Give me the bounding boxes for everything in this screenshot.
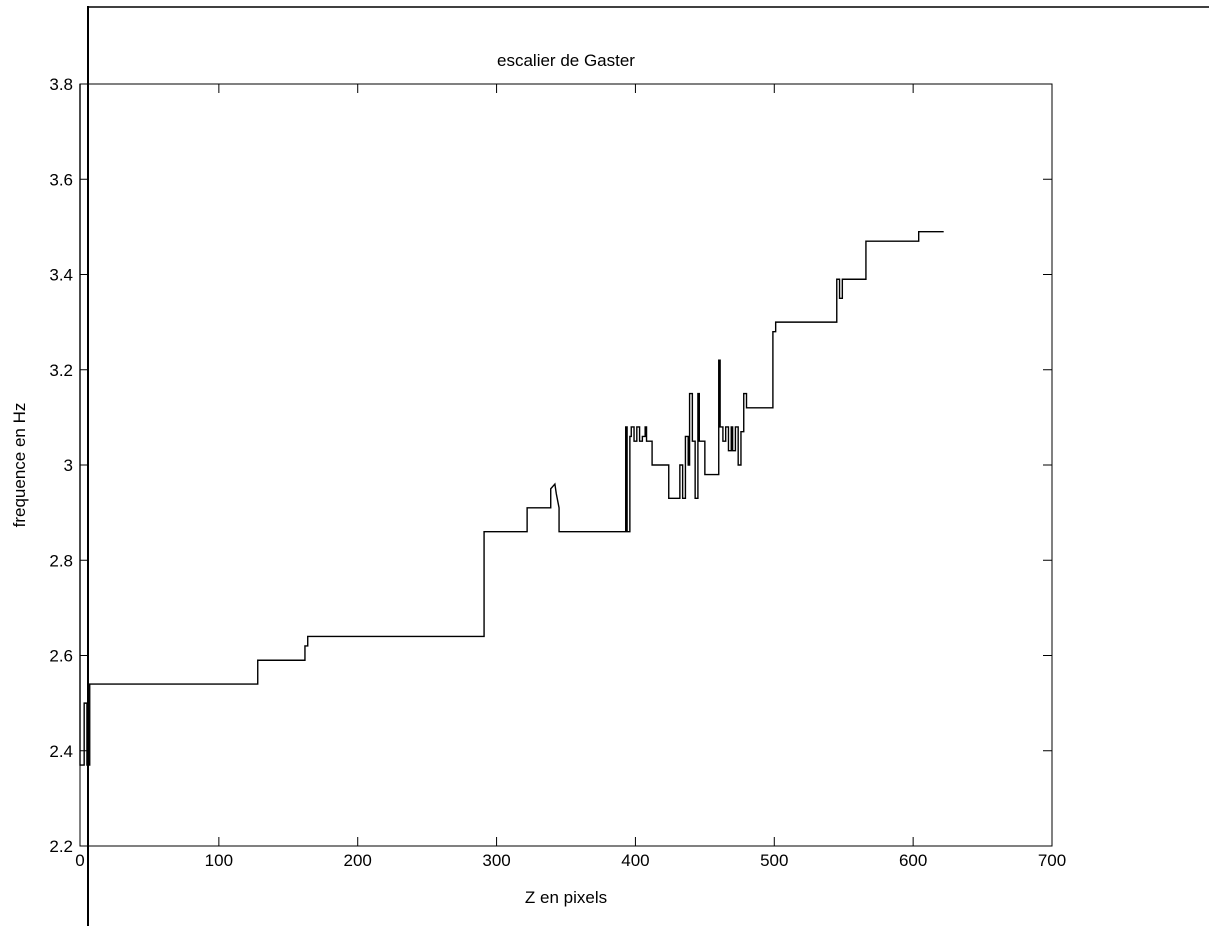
series-line bbox=[79, 84, 944, 766]
x-axis-tick-labels: 0 100 200 300 400 500 600 700 bbox=[75, 851, 1066, 870]
y-axis-label: frequence en Hz bbox=[10, 403, 29, 528]
x-tick-label: 700 bbox=[1038, 851, 1066, 870]
x-tick-label: 500 bbox=[760, 851, 788, 870]
x-tick-label: 400 bbox=[621, 851, 649, 870]
x-axis-label: Z en pixels bbox=[525, 888, 607, 907]
x-tick-label: 100 bbox=[205, 851, 233, 870]
y-tick-label: 2.4 bbox=[49, 742, 73, 761]
chart-title: escalier de Gaster bbox=[497, 51, 635, 70]
y-axis-tick-labels: 2.2 2.4 2.6 2.8 3 3.2 3.4 3.6 3.8 bbox=[49, 75, 73, 856]
y-tick-label: 2.8 bbox=[49, 551, 73, 570]
y-tick-label: 3.2 bbox=[49, 361, 73, 380]
y-tick-label: 2.6 bbox=[49, 647, 73, 666]
y-tick-label: 3.8 bbox=[49, 75, 73, 94]
x-tick-label: 200 bbox=[344, 851, 372, 870]
x-tick-label: 600 bbox=[899, 851, 927, 870]
x-tick-label: 300 bbox=[482, 851, 510, 870]
y-tick-label: 3.4 bbox=[49, 266, 73, 285]
x-tick-label: 0 bbox=[75, 851, 84, 870]
y-tick-label: 3.6 bbox=[49, 170, 73, 189]
y-tick-label: 2.2 bbox=[49, 837, 73, 856]
y-tick-label: 3 bbox=[64, 456, 73, 475]
